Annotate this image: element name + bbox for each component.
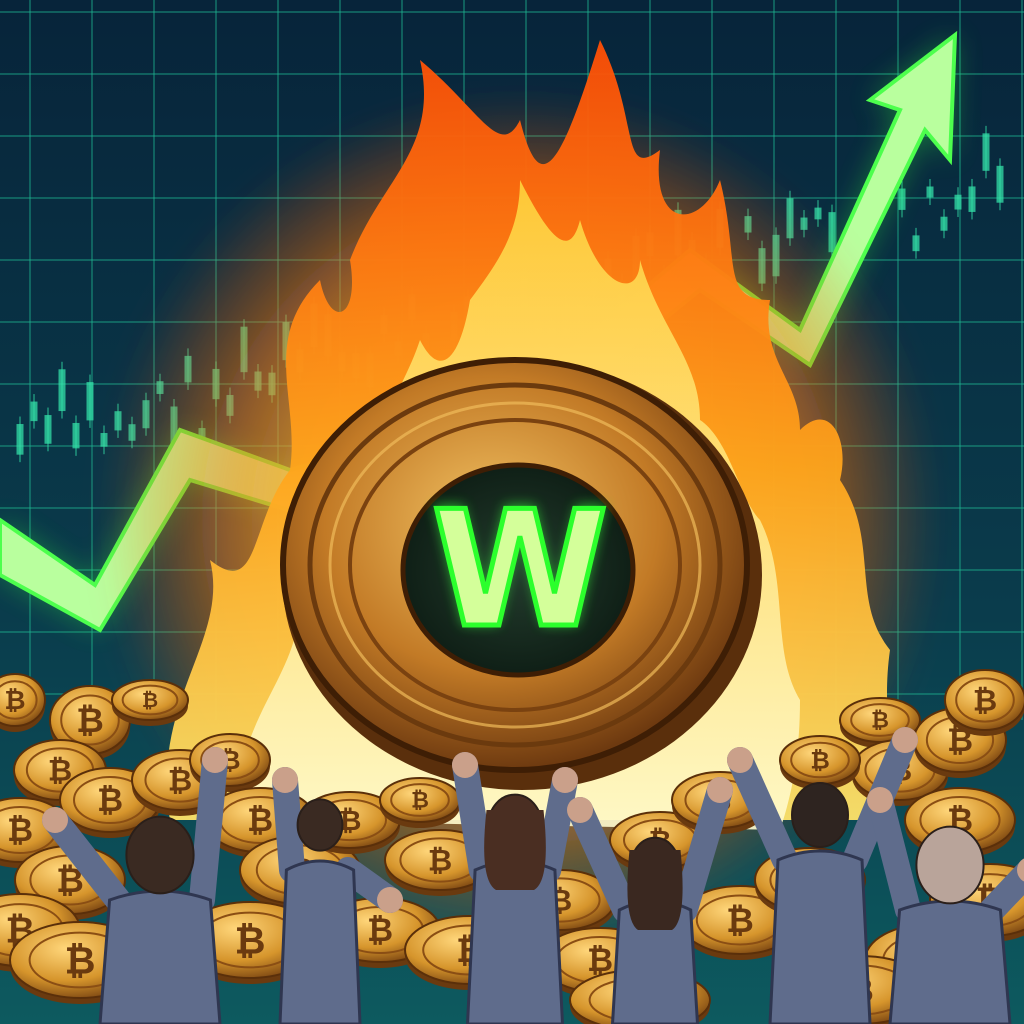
fist	[892, 727, 918, 753]
fist	[552, 767, 578, 793]
arm	[189, 747, 228, 913]
head	[791, 782, 849, 848]
coin-letter: W	[429, 472, 611, 664]
head	[915, 825, 985, 905]
coin-rim	[850, 703, 910, 737]
candle-body	[16, 424, 24, 455]
torso	[768, 849, 872, 1024]
bitcoin-symbol: ₿	[973, 684, 997, 719]
bitcoin-symbol: ₿	[65, 938, 96, 982]
fist	[567, 797, 593, 823]
bitcoin-symbol: ₿	[4, 686, 25, 716]
hair	[627, 850, 683, 930]
coin-letter-main: W	[432, 476, 608, 663]
candle-body	[100, 433, 108, 447]
arm	[867, 787, 921, 923]
coin-rim	[60, 694, 120, 746]
cheering-person	[567, 777, 733, 1024]
head	[125, 815, 195, 895]
candle-body	[44, 415, 52, 444]
candle-body	[30, 401, 38, 422]
fist	[42, 807, 68, 833]
cheering-person	[42, 747, 228, 1024]
candle-body	[58, 369, 66, 412]
arm	[671, 777, 733, 923]
candle-body	[72, 422, 80, 449]
coin-rim	[0, 680, 38, 720]
torso	[98, 889, 222, 1024]
bitcoin-symbol: ₿	[97, 781, 123, 819]
fist	[707, 777, 733, 803]
candle-body	[968, 186, 976, 212]
bitcoin-symbol: ₿	[168, 764, 192, 799]
bitcoin-coin-icon	[0, 673, 46, 727]
candle-body	[940, 216, 948, 231]
fist	[1017, 858, 1024, 882]
coin-rim	[200, 740, 260, 780]
fist	[867, 787, 893, 813]
candle-body	[926, 186, 934, 198]
candle-body	[86, 382, 94, 421]
bitcoin-symbol: ₿	[411, 789, 429, 814]
coin-rim	[955, 677, 1015, 723]
bitcoin-symbol: ₿	[7, 811, 33, 849]
cheering-person	[452, 752, 578, 1024]
fist	[272, 767, 298, 793]
bitcoin-symbol: ₿	[810, 746, 830, 774]
fist	[452, 752, 478, 778]
coin-rim	[790, 741, 850, 779]
bitcoin-symbol: ₿	[76, 701, 104, 741]
bitcoin-symbol: ₿	[428, 844, 452, 879]
bitcoin-symbol: ₿	[339, 804, 362, 837]
coin-rim	[121, 684, 179, 716]
bitcoin-symbol: ₿	[247, 801, 273, 839]
bitcoin-symbol: ₿	[235, 918, 266, 962]
coin-piles: ₿₿₿₿₿₿₿₿₿₿₿₿₿₿₿₿₿₿₿₿₿₿₿₿₿₿₿₿₿₿₿₿₿₿₿	[0, 669, 1024, 1024]
arm	[452, 752, 495, 883]
bitcoin-symbol: ₿	[142, 688, 158, 712]
coin-rim	[390, 783, 450, 817]
bitcoin-symbol: ₿	[871, 709, 889, 734]
arm	[567, 797, 639, 923]
head	[296, 798, 344, 852]
candle-body	[898, 188, 906, 210]
arm	[42, 807, 131, 913]
bitcoin-symbol: ₿	[726, 901, 754, 941]
fist	[202, 747, 228, 773]
arm	[272, 767, 305, 883]
cheering-person	[727, 727, 918, 1024]
torso	[888, 899, 1012, 1024]
fist	[377, 887, 403, 913]
cheering-crowd	[42, 727, 1024, 1024]
torso	[278, 859, 362, 1024]
candle-body	[996, 165, 1004, 203]
candle-body	[912, 235, 920, 252]
arm	[727, 747, 798, 873]
cheering-person	[272, 767, 403, 1024]
w-coin-icon: W W	[280, 357, 762, 790]
candle-body	[954, 194, 962, 210]
hair	[484, 810, 546, 890]
candle-body	[982, 133, 990, 171]
arm	[535, 767, 578, 883]
bitcoin-symbol: ₿	[367, 911, 393, 949]
fist	[727, 747, 753, 773]
